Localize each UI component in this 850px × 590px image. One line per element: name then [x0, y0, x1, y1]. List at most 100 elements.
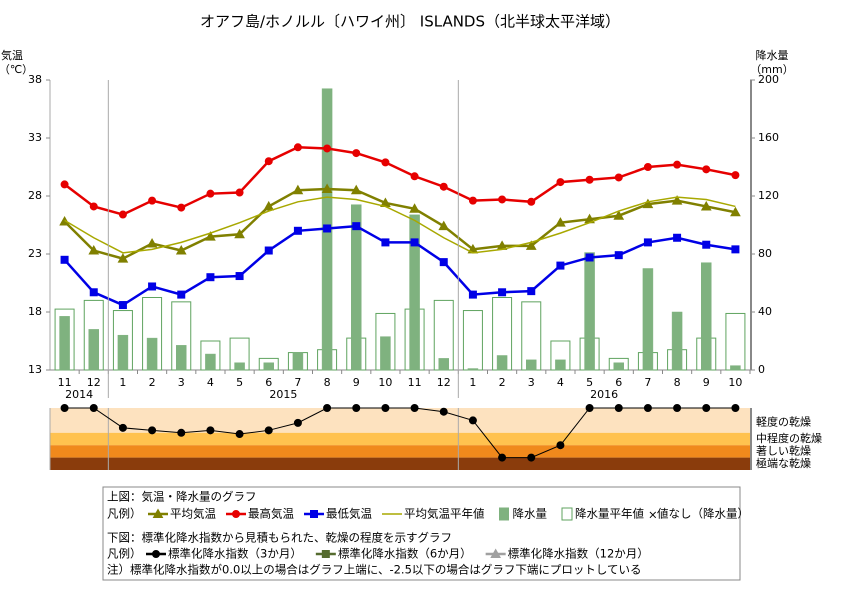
precip-bar	[409, 214, 420, 371]
x-tick-label: 8	[674, 376, 681, 389]
point	[673, 404, 682, 412]
point	[555, 217, 566, 227]
point	[702, 165, 711, 174]
x-tick-label: 5	[236, 376, 243, 389]
point	[293, 143, 302, 152]
point	[206, 426, 215, 435]
point	[350, 184, 362, 195]
precip-bar	[176, 345, 187, 371]
point	[439, 182, 448, 191]
y2-tick-label: 160	[758, 131, 779, 144]
point	[468, 416, 477, 425]
x-tick-label: 6	[265, 376, 272, 389]
point	[556, 441, 565, 450]
x-tick-label: 3	[528, 376, 535, 389]
legend-marker	[152, 508, 164, 518]
point	[556, 261, 565, 270]
point	[702, 404, 711, 412]
point	[643, 404, 652, 412]
precip-bar	[584, 252, 595, 371]
precip-bar	[59, 316, 70, 371]
point	[146, 238, 158, 248]
y2-tick-label: 80	[758, 247, 772, 260]
missing-label: 値なし（降水量）	[657, 507, 749, 521]
series-line	[63, 146, 736, 216]
point	[468, 196, 477, 205]
point	[613, 210, 625, 220]
precip-bar	[117, 334, 129, 371]
precip-bar	[613, 362, 624, 371]
point	[731, 404, 740, 412]
point	[381, 238, 390, 247]
point	[585, 404, 594, 412]
x-tick-label: 12	[437, 376, 451, 389]
point	[352, 149, 361, 158]
point	[263, 200, 275, 211]
point	[323, 144, 332, 153]
x-tick-label: 10	[728, 376, 742, 389]
point	[89, 288, 98, 297]
x-tick-label: 2	[499, 376, 506, 389]
point	[177, 203, 186, 212]
y-tick-label: 38	[28, 73, 42, 86]
legend-label: 標準化降水指数（3か月）	[168, 547, 302, 561]
point	[352, 404, 361, 412]
point	[642, 198, 654, 209]
series-line	[64, 407, 736, 459]
y2-tick-label: 200	[758, 73, 779, 86]
precip-bar	[467, 368, 479, 371]
point	[321, 183, 333, 194]
precip-bar	[701, 262, 712, 371]
point	[525, 240, 537, 250]
point	[585, 253, 594, 262]
year-label: 2014	[65, 388, 93, 401]
legend-label: 平均気温平年値	[404, 507, 485, 521]
point	[410, 238, 419, 247]
point	[60, 404, 69, 412]
x-tick-label: 10	[378, 376, 392, 389]
y2-axis-label: 降水量	[756, 48, 789, 62]
point	[410, 404, 419, 412]
point	[323, 224, 332, 233]
precip-bar	[380, 336, 391, 371]
legend-marker	[152, 550, 160, 558]
precip-bar	[88, 329, 99, 371]
legend-label: 標準化降水指数（12か月）	[508, 547, 649, 561]
series-line	[63, 187, 736, 260]
point	[468, 290, 477, 299]
point	[527, 197, 536, 206]
x-tick-label: 7	[644, 376, 651, 389]
legend-box	[102, 486, 741, 581]
note: 注）標準化降水指数が0.0以上の場合はグラフ上端に、-2.5以下の場合はグラフ下…	[107, 563, 642, 577]
precip-bar	[555, 359, 566, 371]
point	[118, 210, 127, 219]
point	[643, 163, 652, 171]
precip-bar	[671, 311, 683, 371]
point	[439, 407, 448, 416]
point	[292, 184, 304, 195]
x-tick-label: 1	[469, 376, 476, 389]
band-label: 極端な乾燥	[756, 456, 811, 470]
point	[700, 200, 712, 211]
x-tick-label: 11	[408, 376, 422, 389]
point	[264, 157, 273, 166]
point	[614, 173, 623, 182]
series-line	[64, 196, 736, 254]
point	[731, 171, 740, 180]
point	[206, 273, 215, 282]
point	[148, 426, 157, 435]
legend-marker	[232, 510, 240, 518]
point	[585, 175, 594, 184]
point	[89, 202, 98, 211]
legend-label: 降水量平年値	[575, 507, 644, 521]
x-tick-label: 1	[119, 376, 126, 389]
dryness-band	[50, 457, 750, 470]
precip-bar	[438, 358, 449, 371]
point	[177, 428, 186, 437]
legend-label: 標準化降水指数（6か月）	[338, 547, 472, 561]
legend-swatch	[561, 507, 573, 521]
point	[673, 160, 682, 169]
point	[175, 245, 187, 255]
